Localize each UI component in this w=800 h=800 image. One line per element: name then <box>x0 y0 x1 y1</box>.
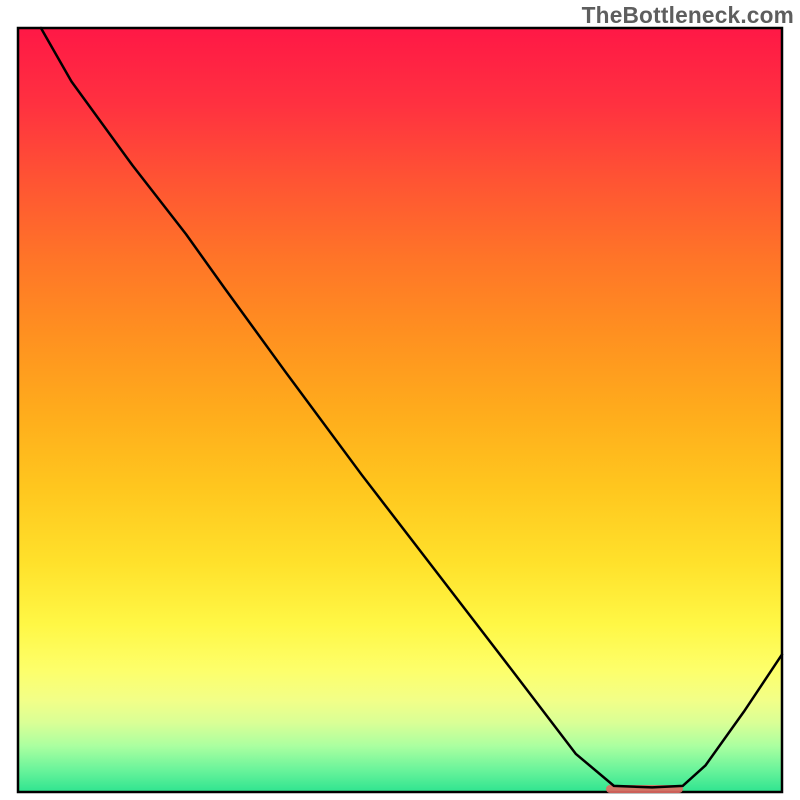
line-layer <box>18 28 782 792</box>
watermark-text: TheBottleneck.com <box>582 2 794 29</box>
chart-stage: TheBottleneck.com <box>0 0 800 800</box>
plot-area <box>18 28 782 792</box>
data-line <box>41 28 782 787</box>
